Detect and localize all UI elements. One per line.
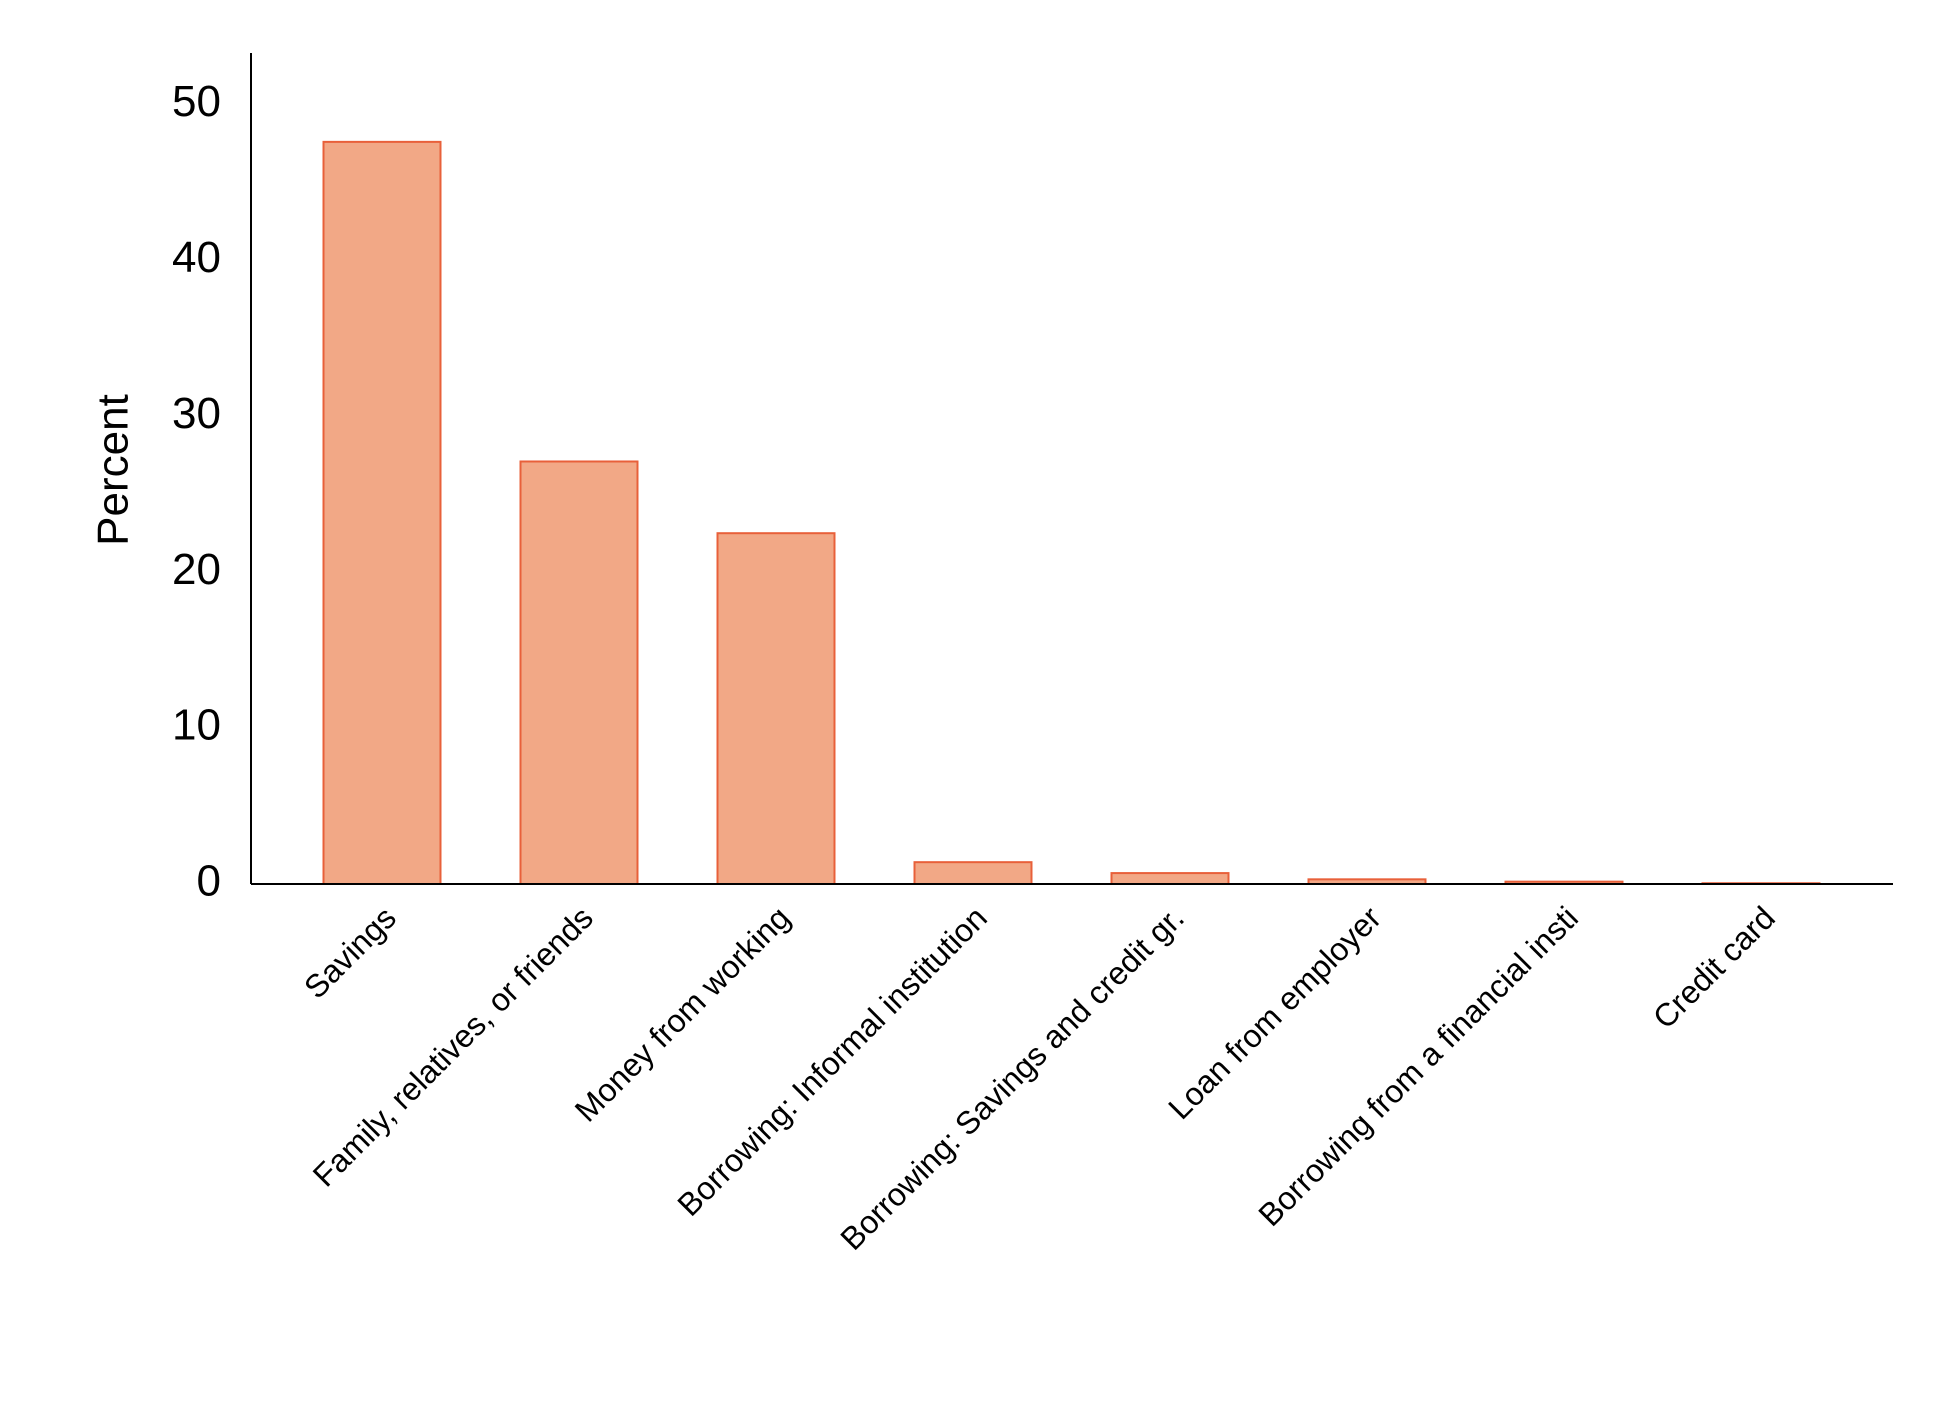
bar: [716, 532, 836, 885]
bar: [913, 861, 1033, 885]
y-axis-label: Percent: [89, 394, 138, 546]
bar: [1110, 872, 1230, 885]
x-tick-label: Borrowing: Informal institution: [670, 899, 994, 1223]
x-tick-label: Loan from employer: [1161, 899, 1388, 1126]
x-tick-label: Borrowing from a financial insti: [1251, 899, 1585, 1233]
y-tick-label: 0: [197, 857, 221, 906]
bar: [322, 140, 442, 886]
x-tick-label: Credit card: [1646, 899, 1782, 1035]
x-tick-label: Savings: [297, 899, 403, 1005]
y-tick-label: 10: [172, 701, 221, 750]
bar: [519, 460, 639, 885]
y-tick-label: 30: [172, 389, 221, 438]
y-tick-label: 40: [172, 233, 221, 282]
y-tick-label: 50: [172, 77, 221, 126]
x-tick-label: Borrowing: Savings and credit gr.: [833, 899, 1190, 1256]
x-tick-label: Money from working: [568, 899, 797, 1128]
y-tick-label: 20: [172, 545, 221, 594]
